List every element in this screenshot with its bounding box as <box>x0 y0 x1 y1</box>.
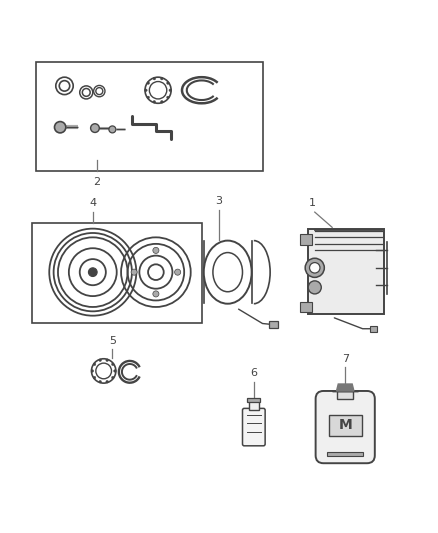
Circle shape <box>161 77 163 80</box>
Circle shape <box>166 96 169 99</box>
Bar <box>300 235 312 245</box>
Bar <box>328 415 362 436</box>
Ellipse shape <box>204 240 252 304</box>
Circle shape <box>112 363 114 366</box>
Text: 2: 2 <box>94 177 101 187</box>
Bar <box>300 302 312 312</box>
Polygon shape <box>336 384 354 391</box>
Bar <box>371 326 378 332</box>
Circle shape <box>308 281 321 294</box>
Bar <box>269 321 278 328</box>
Circle shape <box>153 247 159 254</box>
Circle shape <box>54 122 66 133</box>
Text: 7: 7 <box>342 354 349 364</box>
Circle shape <box>153 101 155 103</box>
Circle shape <box>166 82 169 84</box>
FancyBboxPatch shape <box>316 391 375 463</box>
Text: M: M <box>338 418 352 432</box>
Circle shape <box>91 124 99 133</box>
Bar <box>308 229 385 313</box>
Ellipse shape <box>213 253 243 292</box>
Circle shape <box>147 96 149 99</box>
Text: 5: 5 <box>109 336 116 346</box>
Text: 3: 3 <box>215 196 223 206</box>
Circle shape <box>145 89 147 92</box>
Circle shape <box>169 89 172 92</box>
Bar <box>249 401 259 410</box>
Circle shape <box>131 269 137 275</box>
Circle shape <box>88 268 97 277</box>
Circle shape <box>93 363 96 366</box>
Bar <box>337 391 353 399</box>
Bar <box>32 223 201 323</box>
Bar <box>247 398 260 402</box>
Text: 1: 1 <box>309 198 316 208</box>
Text: 6: 6 <box>251 368 257 378</box>
Text: 4: 4 <box>89 198 96 208</box>
Circle shape <box>106 359 109 361</box>
Circle shape <box>175 269 181 275</box>
Bar <box>36 62 262 171</box>
Circle shape <box>91 370 94 372</box>
Circle shape <box>109 126 116 133</box>
Circle shape <box>114 370 116 372</box>
Circle shape <box>106 381 109 383</box>
Circle shape <box>153 291 159 297</box>
Bar <box>327 453 364 456</box>
Circle shape <box>99 381 102 383</box>
Circle shape <box>112 376 114 379</box>
Circle shape <box>153 77 155 80</box>
Circle shape <box>147 82 149 84</box>
Circle shape <box>305 258 324 277</box>
FancyBboxPatch shape <box>243 408 265 446</box>
Circle shape <box>310 263 320 273</box>
Circle shape <box>93 376 96 379</box>
Circle shape <box>99 359 102 361</box>
Circle shape <box>161 101 163 103</box>
